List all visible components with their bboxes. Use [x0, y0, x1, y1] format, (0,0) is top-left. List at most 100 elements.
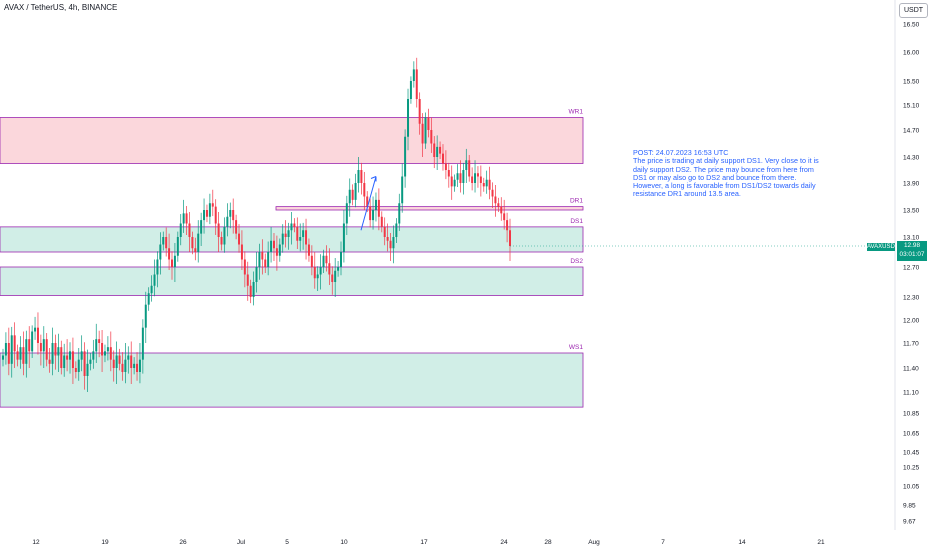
candle-body: [89, 359, 92, 364]
candle-body: [255, 267, 258, 282]
candle-body: [310, 255, 313, 267]
candle-body: [118, 355, 121, 364]
y-tick-label: 13.50: [903, 208, 920, 215]
y-tick-label: 9.85: [903, 503, 916, 510]
candle-body: [453, 179, 456, 187]
candle-body: [205, 210, 208, 217]
y-tick-label: 9.67: [903, 519, 916, 526]
candle-body: [77, 359, 80, 372]
candle-body: [69, 351, 72, 360]
y-tick-label: 15.10: [903, 103, 920, 110]
candle-body: [194, 248, 197, 252]
analysis-note: POST: 24.07.2023 16:53 UTC The price is t…: [633, 148, 833, 199]
candle-body: [92, 351, 95, 360]
candle-body: [427, 117, 430, 130]
candle-countdown: 03:01:07: [899, 251, 925, 258]
y-tick-label: 12.00: [903, 318, 920, 325]
last-price: 12.98: [904, 242, 920, 249]
candle-body: [299, 237, 302, 241]
zone-label-wr1: WR1: [569, 109, 584, 116]
last-price-box: 12.98 03:01:07: [897, 241, 927, 261]
y-tick-label: 10.25: [903, 465, 920, 472]
y-tick-label: 11.10: [903, 390, 919, 397]
candle-body: [66, 355, 69, 360]
zone-wr1: [0, 117, 584, 164]
candle-body: [141, 327, 144, 360]
candle-body: [214, 206, 217, 224]
candle-body: [165, 237, 168, 249]
candle-body: [363, 183, 366, 197]
candle-body: [261, 252, 264, 260]
note-line: POST: 24.07.2023 16:53 UTC: [633, 148, 729, 157]
candle-body: [459, 173, 462, 183]
candle-body: [173, 255, 176, 267]
chart-title[interactable]: AVAX / TetherUS, 4h, BINANCE: [4, 3, 118, 12]
candle-body: [383, 226, 386, 237]
candle-body: [34, 327, 37, 332]
candle-body: [325, 255, 328, 264]
candle-body: [374, 199, 377, 210]
candle-body: [447, 170, 450, 177]
candle-body: [246, 274, 249, 286]
candle-body: [171, 259, 173, 267]
zone-label-ds1: DS1: [570, 218, 583, 225]
candle-body: [2, 355, 4, 360]
x-tick-label: 17: [420, 539, 428, 546]
candle-body: [272, 240, 275, 249]
candle-body: [74, 368, 77, 372]
y-tick-label: 12.30: [903, 295, 920, 302]
candle-body: [112, 359, 115, 368]
zone-ds2: [0, 266, 584, 296]
candle-body: [369, 206, 372, 221]
candle-body: [121, 363, 124, 372]
candle-body: [433, 143, 436, 157]
candle-body: [441, 153, 444, 164]
candle-body: [238, 233, 241, 245]
candle-body: [168, 248, 171, 260]
currency-button[interactable]: USDT: [899, 3, 928, 18]
candle-body: [465, 160, 468, 170]
candle-body: [462, 170, 465, 183]
candle-body: [130, 355, 133, 368]
x-tick-label: 5: [285, 539, 289, 546]
candle-body: [153, 274, 156, 286]
y-tick-label: 14.70: [903, 128, 920, 135]
candle-body: [4, 343, 7, 356]
candle-body: [220, 237, 223, 245]
candle-body: [468, 160, 471, 177]
candle-body: [485, 179, 488, 187]
candle-body: [83, 351, 86, 376]
candle-body: [491, 189, 494, 197]
candle-body: [16, 351, 19, 360]
candle-body: [28, 339, 31, 352]
candle-body: [179, 223, 182, 237]
candle-body: [439, 146, 442, 154]
note-line: resistance DR1 around 13.5 area.: [633, 189, 741, 199]
y-tick-label: 13.10: [903, 235, 920, 242]
candle-body: [127, 355, 130, 360]
candle-body: [476, 173, 479, 177]
y-tick-label: 11.70: [903, 341, 919, 348]
candle-body: [340, 252, 342, 267]
candle-body: [138, 359, 141, 372]
candle-body: [479, 176, 482, 183]
candle-body: [319, 267, 322, 275]
candle-body: [63, 355, 66, 368]
candle-body: [377, 199, 380, 217]
candle-body: [136, 363, 139, 372]
candle-body: [354, 183, 357, 200]
x-tick-label: 14: [738, 539, 746, 546]
candle-body: [36, 327, 39, 343]
candle-body: [39, 343, 42, 352]
candle-body: [150, 285, 153, 294]
x-tick-label: Aug: [588, 539, 600, 546]
candle-body: [19, 347, 22, 360]
candle-body: [124, 359, 127, 372]
candle-body: [302, 230, 305, 237]
candle-body: [188, 223, 191, 237]
candle-body: [229, 210, 232, 217]
candle-body: [144, 304, 147, 328]
candle-body: [482, 183, 485, 187]
y-tick-label: 16.00: [903, 50, 920, 57]
